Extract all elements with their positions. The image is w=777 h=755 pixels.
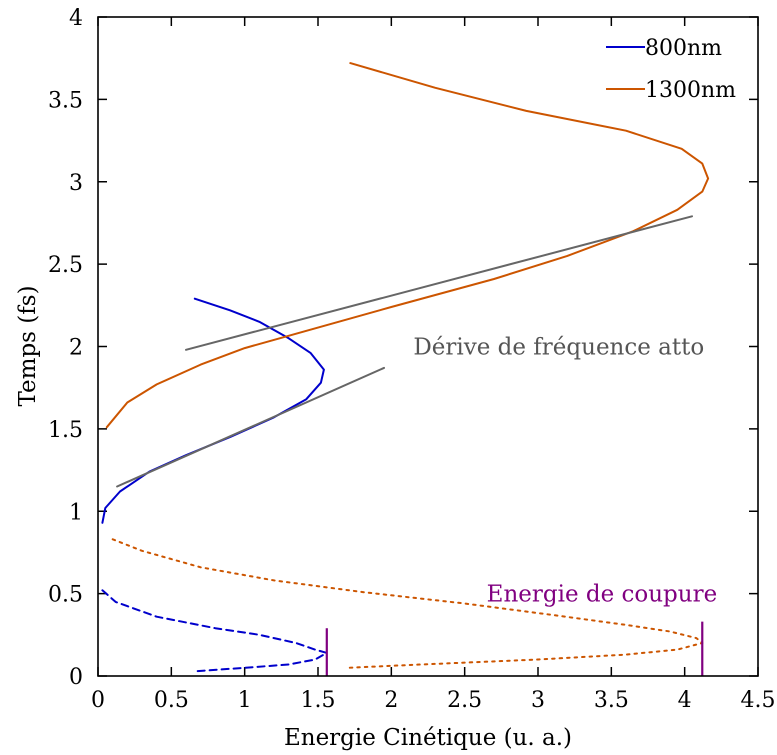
x-tick-label: 4: [678, 688, 692, 713]
plot-frame: [97, 16, 759, 677]
legend-label: 1300nm: [645, 78, 736, 103]
x-tick-label: 1: [238, 688, 252, 713]
x-tick-label: 0.5: [154, 688, 189, 713]
y-tick-label: 1.5: [48, 418, 83, 443]
series-800nm-solid: [101, 297, 325, 524]
x-tick-label: 3.5: [594, 688, 629, 713]
y-tick-label: 3: [69, 171, 83, 196]
annotations: Dérive de fréquence atto Energie de coupu…: [413, 335, 717, 608]
annotation: Dérive de fréquence atto: [413, 335, 704, 361]
series-1300nm-solid: [105, 62, 710, 429]
x-tick-label: 4.5: [741, 688, 776, 713]
y-tick-label: 3.5: [48, 88, 83, 113]
tangent-line: [116, 366, 385, 488]
x-tick-labels: 0 0.5 1 1.5 2 2.5 3 3.5 4 4.5: [91, 688, 776, 713]
x-axis-title: Energie Cinétique (u. a.): [284, 725, 572, 751]
x-tick-label: 3: [531, 688, 545, 713]
legend: 800nm 1300nm: [606, 36, 736, 103]
series-800nm-dashed: [101, 589, 328, 673]
y-tick-label: 0: [69, 665, 83, 690]
annotation: Energie de coupure: [487, 582, 718, 608]
cutoff-markers: [325, 621, 704, 676]
y-axis-title: Temps (fs): [15, 285, 41, 406]
y-tick-label: 2: [69, 336, 83, 361]
legend-label: 800nm: [645, 36, 722, 61]
series-1300nm-dotted: [111, 538, 704, 669]
y-tick-label: 2.5: [48, 253, 83, 278]
y-tick-labels: 0 0.5 1 1.5 2 2.5 3 3.5 4: [48, 6, 83, 690]
y-tick-label: 4: [69, 6, 83, 31]
tangent-line: [185, 215, 693, 351]
series-group: [101, 62, 710, 673]
y-tick-label: 0.5: [48, 583, 83, 608]
y-tick-label: 1: [69, 500, 83, 525]
x-tick-label: 1.5: [301, 688, 336, 713]
x-tick-label: 0: [91, 688, 105, 713]
x-tick-label: 2.5: [447, 688, 482, 713]
x-tick-label: 2: [384, 688, 398, 713]
